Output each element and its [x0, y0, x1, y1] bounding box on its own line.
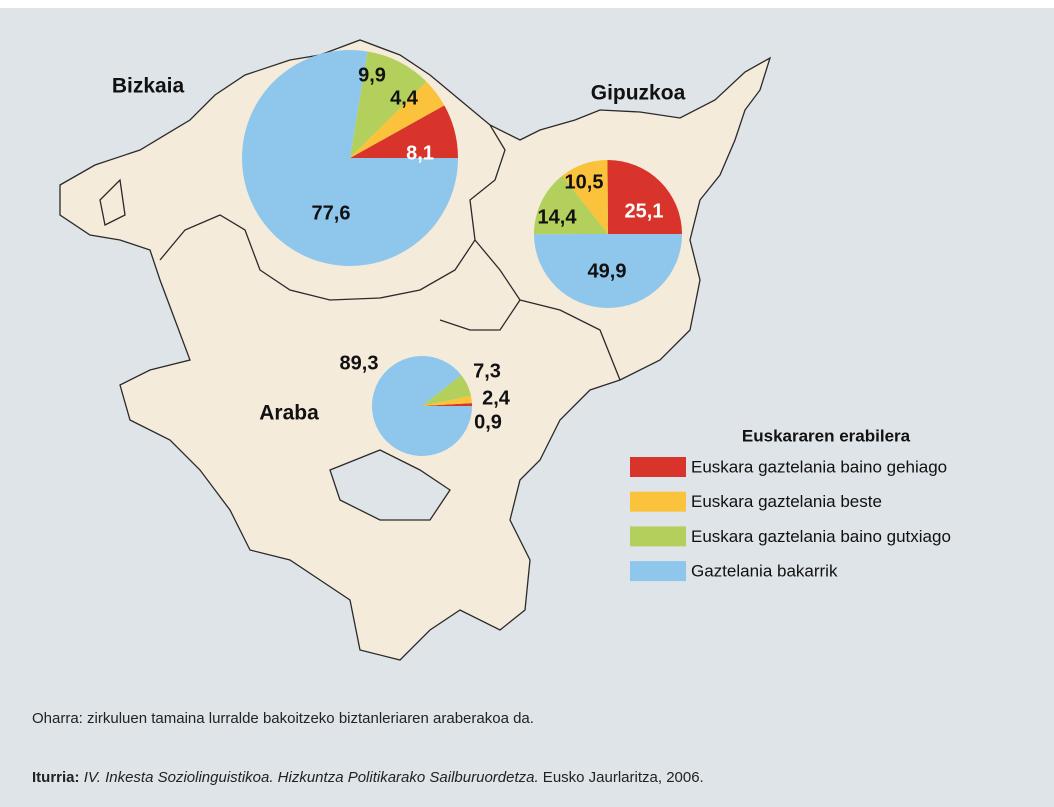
value-label: 10,5 [565, 171, 604, 193]
value-label: 0,9 [474, 411, 502, 433]
value-label: 25,1 [625, 200, 664, 222]
pie-wedge [350, 81, 445, 158]
legend-label: Euskara gaztelania beste [691, 492, 882, 511]
region-name: Gipuzkoa [591, 82, 686, 105]
pie-wedge [534, 234, 682, 308]
pie-wedge [534, 175, 608, 235]
value-label: 89,3 [340, 352, 379, 374]
value-label: 2,4 [482, 387, 511, 409]
value-label: 4,4 [390, 87, 419, 109]
source-publisher: Eusko Jaurlaritza, 2006. [539, 769, 704, 786]
legend-title: Euskararen erabilera [742, 426, 911, 445]
pie-wedge [422, 375, 471, 406]
value-label: 7,3 [473, 360, 501, 382]
value-label: 49,9 [588, 260, 627, 282]
pie-wedge [371, 355, 472, 457]
pie-wedge [422, 403, 472, 406]
legend-label: Gaztelania bakarrik [691, 562, 838, 581]
pie-wedge [607, 160, 682, 234]
pie-wedge [562, 160, 608, 234]
legend-swatch [630, 526, 686, 547]
source-title: IV. Inkesta Soziolinguistikoa. Hizkuntza… [84, 769, 539, 786]
legend-label: Euskara gaztelania baino gehiago [691, 457, 947, 476]
value-label: 14,4 [538, 206, 578, 228]
legend-swatch [630, 457, 686, 477]
pie-wedge [350, 105, 458, 158]
pie-wedge [422, 395, 472, 406]
value-label: 8,1 [406, 142, 434, 164]
value-label: 77,6 [312, 202, 351, 224]
region-name: Araba [259, 402, 319, 425]
region-name: Bizkaia [112, 75, 185, 98]
top-bar [0, 0, 1054, 8]
note: Oharra: zirkuluen tamaina lurralde bakoi… [32, 710, 534, 727]
legend-swatch [630, 491, 686, 512]
legend-swatch [630, 561, 686, 582]
source-label: Iturria: [32, 769, 80, 786]
pie-wedge [350, 51, 427, 158]
pie-wedge [242, 50, 458, 266]
value-label: 9,9 [358, 64, 386, 86]
legend-label: Euskara gaztelania baino gutxiago [691, 527, 951, 546]
source: Iturria: IV. Inkesta Soziolinguistikoa. … [32, 769, 704, 786]
